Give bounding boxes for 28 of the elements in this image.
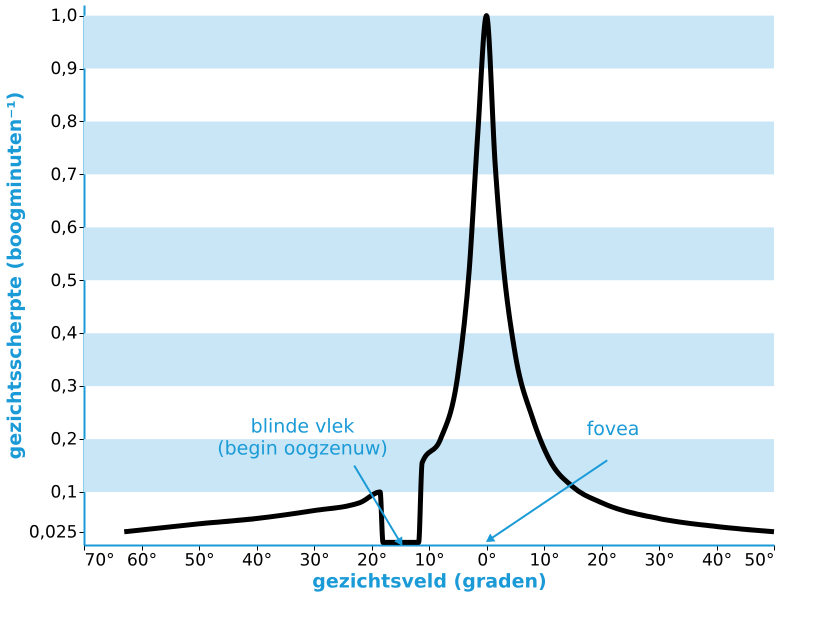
y-tick-label: 0,025 xyxy=(28,522,78,542)
y-tick-label: 0,6 xyxy=(50,218,78,238)
x-tick-label: 20° xyxy=(586,550,618,570)
y-tick-label: 0,5 xyxy=(50,270,78,291)
y-tick-label: 0,3 xyxy=(50,376,78,397)
y-tick-label: 0,4 xyxy=(50,324,78,344)
x-tick-label: 20° xyxy=(356,550,388,570)
x-tick-label: 30° xyxy=(299,550,330,570)
x-tick-label: 10° xyxy=(414,550,445,570)
y-tick-label: 0,9 xyxy=(50,59,78,80)
x-axis-title: gezichtsveld (graden) xyxy=(312,570,547,592)
x-tick-label: 40° xyxy=(702,550,732,570)
x-tick-label: 50° xyxy=(184,550,215,570)
x-tick-label: 40° xyxy=(242,550,272,570)
y-tick-label: 0,8 xyxy=(50,112,78,132)
x-tick-label: 0° xyxy=(477,550,497,570)
annotation: fovea xyxy=(586,418,640,440)
x-tick-label: 50° xyxy=(744,550,774,570)
y-tick-label: 0,7 xyxy=(50,164,78,185)
y-tick-label: 0,1 xyxy=(50,482,78,503)
annotation: blinde vlek (begin oogzenuw) xyxy=(217,415,388,460)
y-tick-label: 1,0 xyxy=(50,6,78,26)
x-tick-label: 70° xyxy=(84,550,115,570)
x-tick-label: 10° xyxy=(529,550,560,570)
x-tick-label: 30° xyxy=(644,550,675,570)
y-axis-title: gezichtsscherpte (boogminuten⁻¹) xyxy=(4,92,26,460)
x-tick-label: 60° xyxy=(126,550,158,570)
y-tick-label: 0,2 xyxy=(50,430,78,450)
